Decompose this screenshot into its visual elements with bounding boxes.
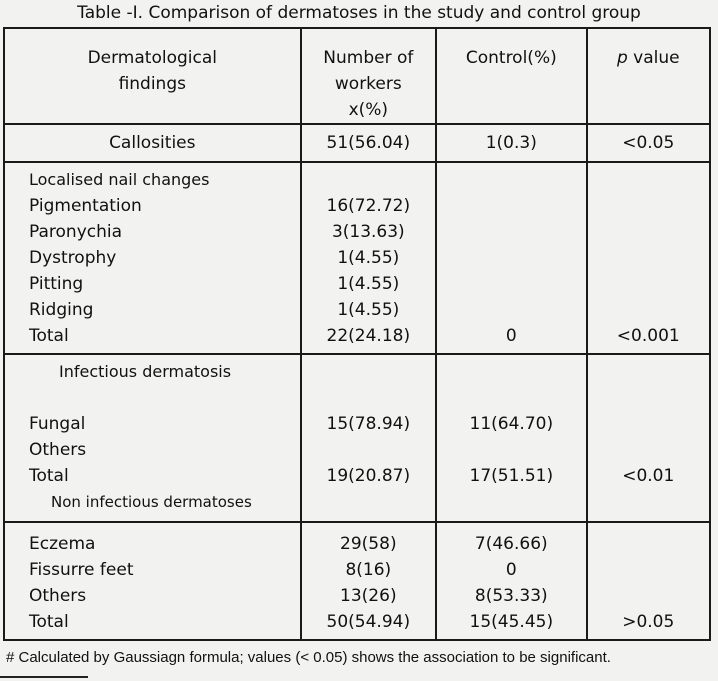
header-workers: Number of workers x(%) xyxy=(299,27,438,125)
table-section-infectious: Infectious dermatosis Fungal Others Tota… xyxy=(3,353,712,523)
footnote-rule xyxy=(0,676,88,678)
cell-workers: 51(56.04) xyxy=(299,123,438,163)
cell-p: <0.05 xyxy=(585,123,712,163)
header-p-value: p value xyxy=(585,27,712,125)
dermatoses-table: Dermatological findings Number of worker… xyxy=(3,27,712,641)
section-heading: Infectious dermatosis xyxy=(59,362,232,381)
table-title: Table -I. Comparison of dermatoses in th… xyxy=(77,3,641,23)
table-row-callosities: Callosities 51(56.04) 1(0.3) <0.05 xyxy=(3,123,712,163)
footnote: # Calculated by Gaussiagn formula; value… xyxy=(6,649,611,666)
header-control: Control(%) xyxy=(435,27,588,125)
header-row: Dermatological findings Number of worker… xyxy=(3,27,712,125)
cell-label: Callosities xyxy=(3,123,302,163)
section-subheading: Non infectious dermatoses xyxy=(51,493,252,511)
table-section-nail: Localised nail changes Pigmentation Paro… xyxy=(3,161,712,355)
cell-control: 1(0.3) xyxy=(435,123,588,163)
section-heading: Localised nail changes xyxy=(29,170,210,189)
header-findings: Dermatological findings xyxy=(3,27,302,125)
table-section-noninfectious: Eczema Fissurre feet Others Total 29(58)… xyxy=(3,521,712,641)
